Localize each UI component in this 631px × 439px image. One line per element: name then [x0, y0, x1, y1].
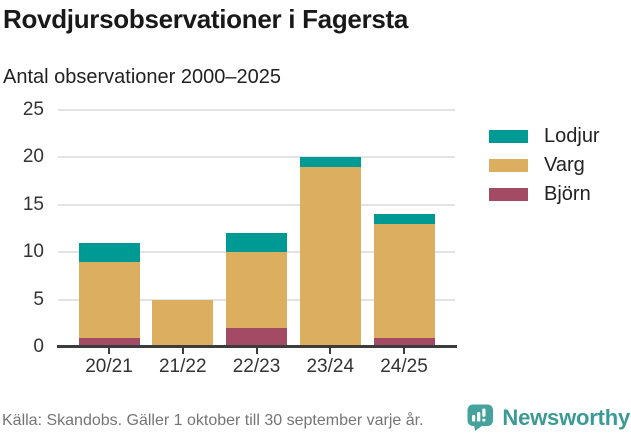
- bar-20/21: [78, 242, 140, 347]
- bar-segment-lodjur: [226, 233, 287, 253]
- y-tick-label: 5: [33, 288, 44, 310]
- x-tick-label: 20/21: [85, 356, 133, 377]
- bar-segment-varg: [78, 261, 140, 338]
- gridline: [58, 203, 455, 206]
- bar-segment-lodjur: [78, 242, 140, 262]
- y-tick-label: 15: [22, 193, 44, 215]
- axis-tick: [181, 348, 184, 354]
- legend-item-lodjur: Lodjur: [489, 124, 600, 148]
- chart-subtitle: Antal observationer 2000–2025: [3, 66, 281, 88]
- bar-22/23: [226, 233, 287, 347]
- gridline: [58, 109, 455, 111]
- axis-tick: [403, 348, 405, 354]
- legend-swatch: [489, 187, 528, 201]
- bar-segment-björn: [373, 337, 435, 347]
- legend-swatch: [489, 129, 528, 143]
- x-tick-label: 24/25: [380, 356, 428, 377]
- y-axis-labels: 0 5 10 15 20 25: [0, 99, 44, 357]
- bar-segment-lodjur: [373, 214, 435, 224]
- x-tick-label: 23/24: [306, 356, 355, 377]
- x-tick-label: 22/23: [232, 356, 281, 377]
- legend-label: Björn: [544, 182, 591, 205]
- newsworthy-logo-icon: [467, 404, 494, 431]
- bar-segment-lodjur: [299, 157, 361, 167]
- chart-title: Rovdjursobservationer i Fagersta: [3, 4, 409, 34]
- bar-segment-varg: [299, 166, 361, 347]
- axis-tick: [108, 348, 110, 354]
- y-tick-label: 25: [22, 99, 44, 120]
- source-note: Källa: Skandobs. Gäller 1 oktober till 3…: [2, 412, 424, 429]
- y-tick-label: 0: [33, 336, 44, 357]
- y-tick-label: 10: [22, 241, 44, 263]
- legend-swatch: [489, 158, 528, 172]
- legend-label: Lodjur: [544, 124, 600, 147]
- x-tick-label: 21/22: [158, 356, 207, 377]
- bar-segment-björn: [78, 337, 140, 347]
- bar-segment-varg: [152, 299, 214, 347]
- bar-23/24: [299, 157, 361, 347]
- legend: Lodjur Varg Björn: [489, 124, 600, 206]
- gridline: [58, 156, 455, 159]
- x-axis-labels: 20/21 21/22 22/23 23/24 24/25: [58, 347, 455, 383]
- newsworthy-brand: Newsworthy: [467, 404, 630, 431]
- legend-label: Varg: [544, 153, 585, 176]
- axis-tick: [329, 348, 332, 354]
- plot-area: [58, 109, 455, 347]
- newsworthy-wordmark: Newsworthy: [502, 404, 630, 430]
- bar-segment-varg: [373, 223, 435, 338]
- legend-item-björn: Björn: [489, 182, 600, 206]
- legend-item-varg: Varg: [489, 153, 600, 177]
- bar-segment-varg: [226, 252, 287, 329]
- bar-24/25: [373, 214, 435, 347]
- bar-segment-björn: [226, 328, 287, 347]
- x-axis-line: [57, 345, 457, 348]
- y-tick-label: 20: [22, 146, 44, 168]
- axis-tick: [255, 348, 258, 354]
- bar-21/22: [152, 299, 214, 347]
